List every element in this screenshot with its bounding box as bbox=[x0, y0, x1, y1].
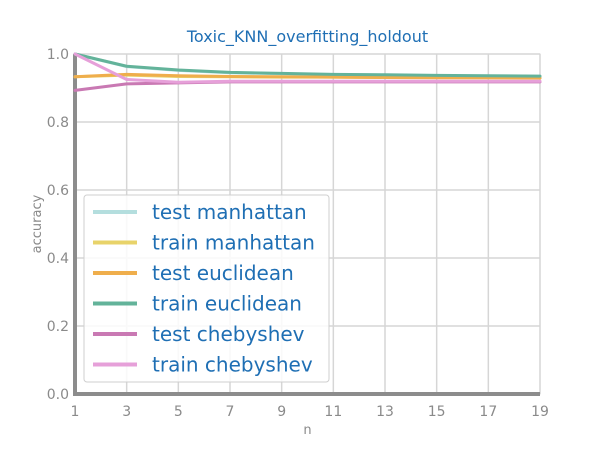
x-axis-label: n bbox=[303, 423, 311, 438]
x-tick-label: 11 bbox=[324, 404, 342, 420]
x-tick-label: 5 bbox=[174, 404, 183, 420]
y-tick-label: 0.0 bbox=[47, 387, 69, 403]
series-line-train-chebyshev bbox=[73, 52, 542, 84]
legend-label: test manhattan bbox=[152, 200, 307, 224]
x-tick-label: 1 bbox=[71, 404, 80, 420]
series-line-test-euclidean bbox=[73, 72, 542, 80]
x-tick-label: 13 bbox=[376, 404, 394, 420]
y-axis-label: accuracy bbox=[30, 194, 45, 253]
tick-labels: 1 3 5 7 9 11 13 15 17 190.00.20.40.60.81.0 bbox=[47, 47, 549, 420]
y-tick-label: 1.0 bbox=[47, 47, 69, 63]
y-tick-label: 0.6 bbox=[47, 183, 69, 199]
series-line-test-chebyshev bbox=[73, 80, 542, 92]
axes bbox=[73, 54, 540, 396]
legend: test manhattan train manhattan test euclid… bbox=[83, 194, 330, 383]
x-tick-label: 3 bbox=[122, 404, 131, 420]
legend-label: train manhattan bbox=[152, 231, 315, 255]
y-tick-label: 0.8 bbox=[47, 115, 69, 131]
x-tick-label: 19 bbox=[531, 404, 549, 420]
series-line-train-euclidean bbox=[73, 52, 542, 78]
y-tick-label: 0.4 bbox=[47, 251, 69, 267]
x-tick-label: 17 bbox=[479, 404, 497, 420]
legend-label: test chebyshev bbox=[152, 322, 305, 346]
x-tick-label: 7 bbox=[226, 404, 235, 420]
legend-box bbox=[83, 194, 330, 383]
series-lines bbox=[73, 52, 542, 92]
x-tick-label: 9 bbox=[277, 404, 286, 420]
y-tick-label: 0.2 bbox=[47, 319, 69, 335]
legend-label: train euclidean bbox=[152, 292, 302, 316]
legend-label: test euclidean bbox=[152, 261, 294, 285]
x-tick-label: 15 bbox=[428, 404, 446, 420]
chart-title: Toxic_KNN_overfitting_holdout bbox=[186, 27, 428, 47]
legend-label: train chebyshev bbox=[152, 353, 313, 377]
